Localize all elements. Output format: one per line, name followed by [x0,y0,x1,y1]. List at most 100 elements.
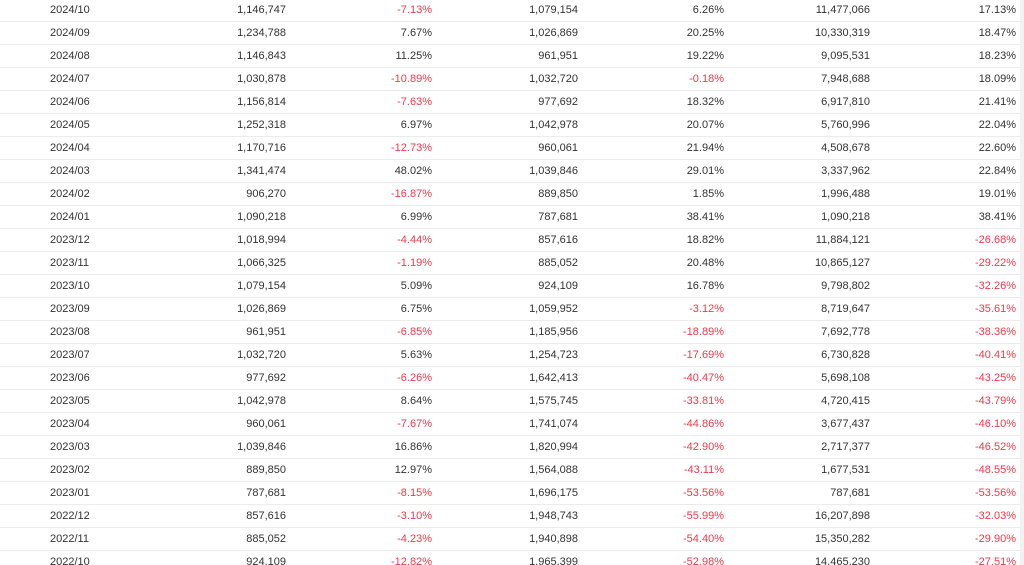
cell-change-1: -10.89% [290,67,436,92]
cell-value-2: 1,575,745 [436,389,582,414]
cell-month: 2023/02 [0,458,145,483]
table-row: 2023/05 1,042,978 8.64% 1,575,745 -33.81% 4,7… [0,389,1020,414]
cell-cumulative-change: -53.56% [874,481,1020,506]
table-row: 2023/09 1,026,869 6.75% 1,059,952 -3.12% 8,71… [0,297,1020,322]
cell-change-2: 19.22% [582,44,728,69]
cell-change-1: 6.97% [290,113,436,138]
cell-month: 2024/03 [0,159,145,184]
cell-value-2: 889,850 [436,182,582,207]
cell-month: 2023/10 [0,274,145,299]
cell-cumulative-change: 21.41% [874,90,1020,115]
cell-month: 2023/05 [0,389,145,414]
cell-cumulative-change: -38.36% [874,320,1020,345]
table-row: 2024/08 1,146,843 11.25% 961,951 19.22% 9,095… [0,44,1020,69]
cell-value-2: 885,052 [436,251,582,276]
cell-change-2: 18.82% [582,228,728,253]
cell-change-2: -17.69% [582,343,728,368]
cell-month: 2024/06 [0,90,145,115]
cell-value-2: 857,616 [436,228,582,253]
cell-cumulative-change: -32.03% [874,504,1020,529]
cell-change-1: 12.97% [290,458,436,483]
table-row: 2023/11 1,066,325 -1.19% 885,052 20.48% 10,86… [0,251,1020,276]
cell-value-1: 1,170,716 [145,136,290,161]
cell-cumulative: 6,917,810 [728,90,874,115]
table-row: 2024/03 1,341,474 48.02% 1,039,846 29.01% 3,3… [0,159,1020,184]
cell-value-1: 1,018,994 [145,228,290,253]
cell-cumulative: 3,677,437 [728,412,874,437]
cell-change-1: 6.75% [290,297,436,322]
cell-value-2: 1,079,154 [436,0,582,23]
cell-cumulative-change: -32.26% [874,274,1020,299]
cell-change-2: -42.90% [582,435,728,460]
vertical-scrollbar[interactable] [1020,0,1024,565]
cell-value-1: 1,079,154 [145,274,290,299]
cell-value-1: 1,026,869 [145,297,290,322]
cell-cumulative: 7,692,778 [728,320,874,345]
cell-month: 2022/10 [0,550,145,565]
cell-value-2: 977,692 [436,90,582,115]
cell-cumulative: 5,760,996 [728,113,874,138]
table-row: 2024/05 1,252,318 6.97% 1,042,978 20.07% 5,76… [0,113,1020,138]
cell-change-1: -8.15% [290,481,436,506]
cell-cumulative-change: 18.09% [874,67,1020,92]
table-row: 2023/04 960,061 -7.67% 1,741,074 -44.86% 3,67… [0,412,1020,437]
cell-value-1: 1,146,843 [145,44,290,69]
cell-month: 2024/07 [0,67,145,92]
cell-change-2: -40.47% [582,366,728,391]
cell-month: 2023/11 [0,251,145,276]
cell-month: 2023/06 [0,366,145,391]
cell-value-1: 885,052 [145,527,290,552]
cell-cumulative: 11,884,121 [728,228,874,253]
cell-month: 2023/01 [0,481,145,506]
cell-change-1: 6.99% [290,205,436,230]
cell-value-1: 1,032,720 [145,343,290,368]
cell-value-2: 1,642,413 [436,366,582,391]
cell-value-1: 960,061 [145,412,290,437]
cell-cumulative: 1,677,531 [728,458,874,483]
cell-change-2: -44.86% [582,412,728,437]
cell-month: 2024/08 [0,44,145,69]
cell-cumulative-change: -27.51% [874,550,1020,565]
cell-value-2: 1,564,088 [436,458,582,483]
cell-cumulative-change: -43.79% [874,389,1020,414]
cell-value-2: 961,951 [436,44,582,69]
cell-cumulative: 9,798,802 [728,274,874,299]
table-row: 2024/04 1,170,716 -12.73% 960,061 21.94% 4,50… [0,136,1020,161]
table-row: 2023/02 889,850 12.97% 1,564,088 -43.11% 1,67… [0,458,1020,483]
table-row: 2024/09 1,234,788 7.67% 1,026,869 20.25% 10,3… [0,21,1020,46]
cell-change-2: -52.98% [582,550,728,565]
cell-value-2: 960,061 [436,136,582,161]
cell-cumulative-change: -46.52% [874,435,1020,460]
cell-value-2: 1,026,869 [436,21,582,46]
cell-change-1: -12.82% [290,550,436,565]
cell-value-1: 961,951 [145,320,290,345]
cell-cumulative-change: 17.13% [874,0,1020,23]
cell-value-2: 1,185,956 [436,320,582,345]
cell-month: 2023/09 [0,297,145,322]
table-row: 2024/07 1,030,878 -10.89% 1,032,720 -0.18% 7,… [0,67,1020,92]
cell-value-2: 1,820,994 [436,435,582,460]
cell-change-2: 20.25% [582,21,728,46]
table-row: 2022/10 924,109 -12.82% 1,965,399 -52.98% 14,… [0,550,1020,565]
cell-cumulative-change: -40.41% [874,343,1020,368]
cell-change-1: -7.67% [290,412,436,437]
cell-change-2: 18.32% [582,90,728,115]
cell-value-1: 977,692 [145,366,290,391]
cell-cumulative: 1,090,218 [728,205,874,230]
cell-month: 2024/04 [0,136,145,161]
cell-cumulative: 16,207,898 [728,504,874,529]
cell-value-1: 1,252,318 [145,113,290,138]
cell-cumulative: 9,095,531 [728,44,874,69]
cell-change-2: -54.40% [582,527,728,552]
cell-change-2: 6.26% [582,0,728,23]
table-row: 2023/06 977,692 -6.26% 1,642,413 -40.47% 5,69… [0,366,1020,391]
cell-value-1: 1,234,788 [145,21,290,46]
table-row: 2024/10 1,146,747 -7.13% 1,079,154 6.26% 11,4… [0,0,1020,23]
cell-value-1: 1,039,846 [145,435,290,460]
cell-month: 2024/01 [0,205,145,230]
cell-change-2: 21.94% [582,136,728,161]
cell-change-2: -18.89% [582,320,728,345]
cell-change-2: 20.48% [582,251,728,276]
cell-change-1: -6.26% [290,366,436,391]
